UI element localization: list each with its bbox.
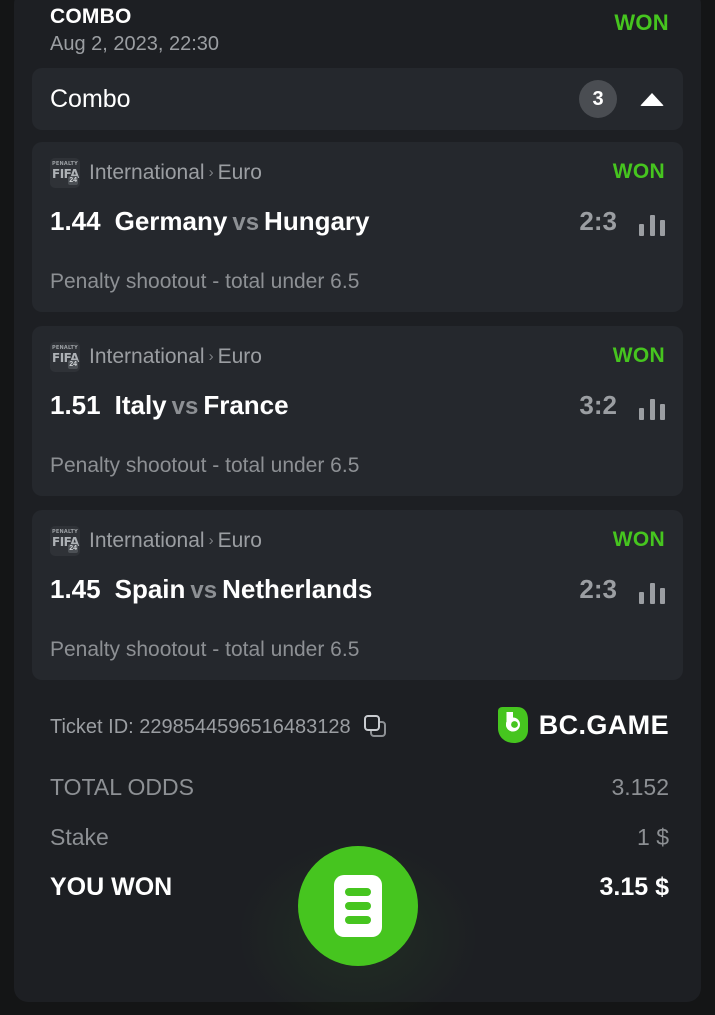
match-score: 2:3 bbox=[579, 206, 617, 236]
bar-chart-icon[interactable] bbox=[639, 580, 665, 604]
league-name: Euro bbox=[217, 161, 262, 184]
home-team: Spain bbox=[114, 574, 186, 604]
total-odds-value: 3.152 bbox=[611, 773, 669, 800]
bar-chart-icon[interactable] bbox=[639, 396, 665, 420]
total-odds-row: TOTAL ODDS 3.152 bbox=[50, 762, 669, 812]
home-team: Italy bbox=[114, 390, 167, 420]
fifa-badge-top-text: PENALTY bbox=[52, 345, 78, 351]
combo-label: Combo bbox=[50, 84, 131, 113]
selection-main: 1.44 Germany vs Hungary bbox=[50, 206, 665, 244]
caret-up-icon[interactable] bbox=[639, 86, 665, 112]
fifa-badge-year-text: 24 bbox=[68, 360, 78, 369]
combo-count-badge: 3 bbox=[579, 80, 617, 118]
league-breadcrumb: International › Euro bbox=[89, 345, 262, 369]
away-team: Netherlands bbox=[222, 574, 373, 604]
stake-row: Stake 1 $ bbox=[50, 812, 669, 862]
match-teams: Spain vs Netherlands bbox=[115, 574, 373, 605]
market-label: Penalty shootout - total under 6.5 bbox=[50, 454, 360, 477]
payout-row: YOU WON 3.15 $ bbox=[50, 862, 669, 912]
league-name: Euro bbox=[217, 345, 262, 368]
status-badge: WON bbox=[612, 160, 665, 183]
stake-value: 1 $ bbox=[637, 823, 669, 850]
fifa24-penalty-icon: PENALTY FIFA 24 bbox=[50, 342, 80, 372]
selection-list: PENALTY FIFA 24 International › Euro WON 1… bbox=[32, 142, 683, 680]
league-breadcrumb: International › Euro bbox=[89, 161, 262, 185]
fifa-badge-top-text: PENALTY bbox=[52, 161, 78, 167]
bar-chart-icon[interactable] bbox=[639, 212, 665, 236]
bet-slip-panel: COMBO Aug 2, 2023, 22:30 WON Combo 3 PEN… bbox=[14, 0, 701, 1002]
list-item[interactable]: PENALTY FIFA 24 International › Euro WON 1… bbox=[32, 326, 683, 496]
total-odds-label: TOTAL ODDS bbox=[50, 773, 194, 800]
selection-main: 1.51 Italy vs France bbox=[50, 390, 665, 428]
breadcrumb-separator-icon: › bbox=[208, 532, 214, 549]
away-team: Hungary bbox=[264, 206, 370, 236]
league-name: Euro bbox=[217, 529, 262, 552]
bet-slip-document-icon[interactable] bbox=[297, 846, 418, 966]
vs-label: vs bbox=[190, 577, 218, 604]
left-gutter bbox=[0, 0, 14, 1015]
right-gutter bbox=[701, 0, 715, 1015]
payout-value: 3.15 $ bbox=[599, 872, 669, 901]
breadcrumb-separator-icon: › bbox=[208, 164, 214, 181]
league-region: International bbox=[89, 345, 205, 368]
odds-value: 1.45 bbox=[50, 574, 101, 604]
brand-name: BC.GAME bbox=[538, 709, 669, 740]
payout-label: YOU WON bbox=[50, 872, 173, 901]
fifa24-penalty-icon: PENALTY FIFA 24 bbox=[50, 526, 80, 556]
selection-header: PENALTY FIFA 24 International › Euro bbox=[50, 526, 665, 556]
bc-game-logo-icon bbox=[495, 706, 529, 744]
fifa-badge-year-text: 24 bbox=[68, 544, 78, 553]
vs-label: vs bbox=[232, 209, 260, 236]
odds-value: 1.51 bbox=[50, 390, 101, 420]
fifa-badge-top-text: PENALTY bbox=[52, 529, 78, 535]
totals-section: TOTAL ODDS 3.152 Stake 1 $ YOU WON 3.15 … bbox=[32, 762, 683, 912]
selection-header: PENALTY FIFA 24 International › Euro bbox=[50, 342, 665, 372]
selection-header: PENALTY FIFA 24 International › Euro bbox=[50, 158, 665, 188]
market-label: Penalty shootout - total under 6.5 bbox=[50, 270, 360, 293]
slip-header: COMBO Aug 2, 2023, 22:30 WON bbox=[32, 0, 683, 68]
league-breadcrumb: International › Euro bbox=[89, 529, 262, 553]
match-teams: Italy vs France bbox=[115, 390, 289, 421]
match-teams: Germany vs Hungary bbox=[115, 206, 370, 237]
copy-icon[interactable] bbox=[363, 714, 389, 740]
match-score: 3:2 bbox=[579, 390, 617, 420]
league-region: International bbox=[89, 529, 205, 552]
brand-logo: BC.GAME bbox=[495, 706, 669, 744]
status-badge: WON bbox=[612, 528, 665, 551]
league-region: International bbox=[89, 161, 205, 184]
vs-label: vs bbox=[171, 393, 199, 420]
away-team: France bbox=[203, 390, 289, 420]
slip-timestamp: Aug 2, 2023, 22:30 bbox=[50, 33, 220, 55]
combo-toggle-bar[interactable]: Combo 3 bbox=[32, 68, 683, 130]
home-team: Germany bbox=[114, 206, 228, 236]
breadcrumb-separator-icon: › bbox=[208, 348, 214, 365]
fifa24-penalty-icon: PENALTY FIFA 24 bbox=[50, 158, 80, 188]
ticket-id-label: Ticket ID: 2298544596516483128 bbox=[50, 715, 351, 738]
slip-type-label: COMBO bbox=[50, 5, 132, 28]
stake-label: Stake bbox=[50, 823, 109, 850]
selection-main: 1.45 Spain vs Netherlands bbox=[50, 574, 665, 612]
slip-status-badge: WON bbox=[614, 10, 669, 35]
odds-value: 1.44 bbox=[50, 206, 101, 236]
status-badge: WON bbox=[612, 344, 665, 367]
fifa-badge-year-text: 24 bbox=[68, 176, 78, 185]
market-label: Penalty shootout - total under 6.5 bbox=[50, 638, 360, 661]
list-item[interactable]: PENALTY FIFA 24 International › Euro WON 1… bbox=[32, 142, 683, 312]
match-score: 2:3 bbox=[579, 574, 617, 604]
ticket-row: Ticket ID: 2298544596516483128 BC.G bbox=[32, 698, 683, 756]
list-item[interactable]: PENALTY FIFA 24 International › Euro WON 1… bbox=[32, 510, 683, 680]
